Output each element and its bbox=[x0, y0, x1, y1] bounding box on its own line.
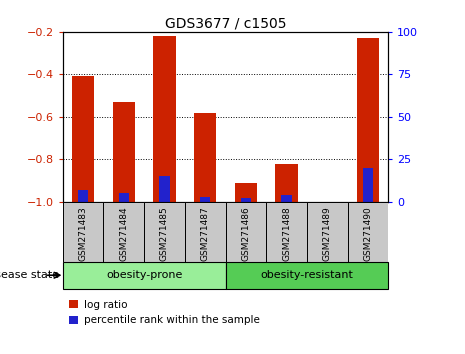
Text: GSM271486: GSM271486 bbox=[241, 207, 250, 261]
Text: GSM271484: GSM271484 bbox=[120, 207, 128, 261]
Bar bbox=[63, 262, 226, 289]
Bar bbox=[200, 197, 210, 202]
Bar bbox=[144, 202, 185, 262]
Bar bbox=[113, 102, 135, 202]
Bar bbox=[226, 262, 388, 289]
Bar bbox=[357, 38, 379, 202]
Legend: log ratio, percentile rank within the sample: log ratio, percentile rank within the sa… bbox=[65, 296, 264, 330]
Bar bbox=[275, 164, 298, 202]
Bar bbox=[185, 202, 226, 262]
Bar bbox=[226, 202, 266, 262]
Bar bbox=[194, 113, 216, 202]
Text: obesity-prone: obesity-prone bbox=[106, 270, 182, 280]
Bar bbox=[119, 193, 129, 202]
Bar bbox=[281, 195, 292, 202]
Bar bbox=[347, 202, 388, 262]
Bar bbox=[235, 183, 257, 202]
Text: GSM271489: GSM271489 bbox=[323, 207, 332, 261]
Bar bbox=[153, 36, 176, 202]
Bar bbox=[72, 76, 94, 202]
Title: GDS3677 / c1505: GDS3677 / c1505 bbox=[165, 17, 286, 31]
Bar bbox=[103, 202, 144, 262]
Bar bbox=[159, 176, 170, 202]
Bar bbox=[266, 202, 307, 262]
Bar bbox=[241, 198, 251, 202]
Text: GSM271485: GSM271485 bbox=[160, 207, 169, 261]
Text: disease state: disease state bbox=[0, 270, 60, 280]
Text: obesity-resistant: obesity-resistant bbox=[260, 270, 353, 280]
Bar bbox=[63, 202, 103, 262]
Text: GSM271487: GSM271487 bbox=[201, 207, 210, 261]
Bar bbox=[78, 190, 88, 202]
Bar bbox=[363, 168, 373, 202]
Bar bbox=[307, 202, 347, 262]
Text: GSM271488: GSM271488 bbox=[282, 207, 291, 261]
Text: GSM271483: GSM271483 bbox=[79, 207, 87, 261]
Text: GSM271490: GSM271490 bbox=[364, 207, 372, 261]
